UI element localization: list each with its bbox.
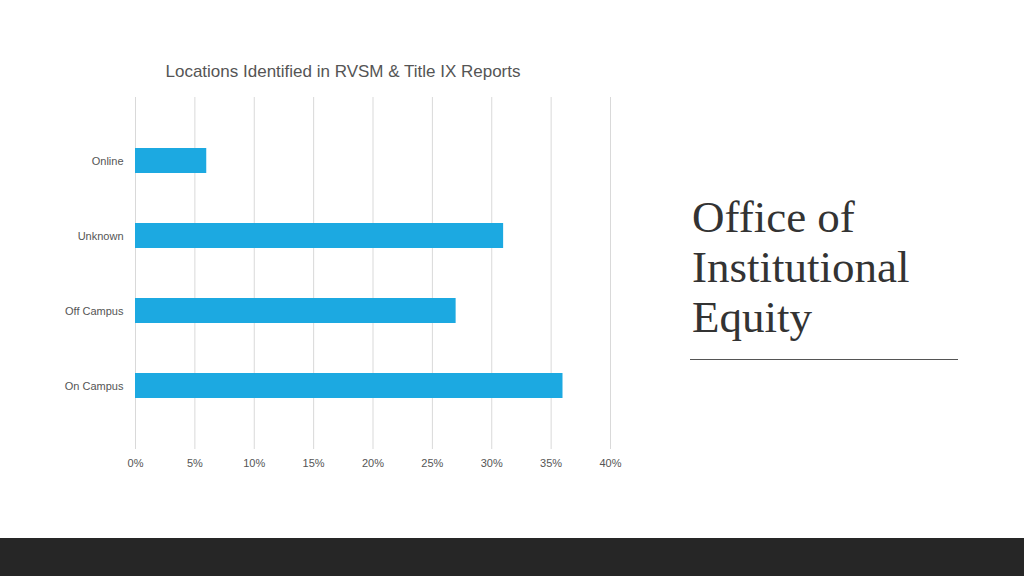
svg-text:15%: 15% — [303, 457, 325, 469]
svg-text:20%: 20% — [362, 457, 384, 469]
svg-text:Online: Online — [92, 155, 124, 167]
svg-text:40%: 40% — [599, 457, 621, 469]
html-text:Locations Identified in RVSM &: Locations Identified in RVSM & Title IX … — [165, 62, 521, 81]
svg-text:Off Campus: Off Campus — [65, 305, 124, 317]
svg-text:25%: 25% — [421, 457, 443, 469]
svg-text:0%: 0% — [128, 457, 144, 469]
svg-text:10%: 10% — [243, 457, 265, 469]
html-text:Office of Institutional Equity: Office of Institutional Equity — [692, 192, 910, 342]
svg-text:35%: 35% — [540, 457, 562, 469]
svg-text:30%: 30% — [481, 457, 503, 469]
svg-text:5%: 5% — [187, 457, 203, 469]
svg-text:On Campus: On Campus — [65, 380, 124, 392]
svg-text:Unknown: Unknown — [78, 230, 124, 242]
